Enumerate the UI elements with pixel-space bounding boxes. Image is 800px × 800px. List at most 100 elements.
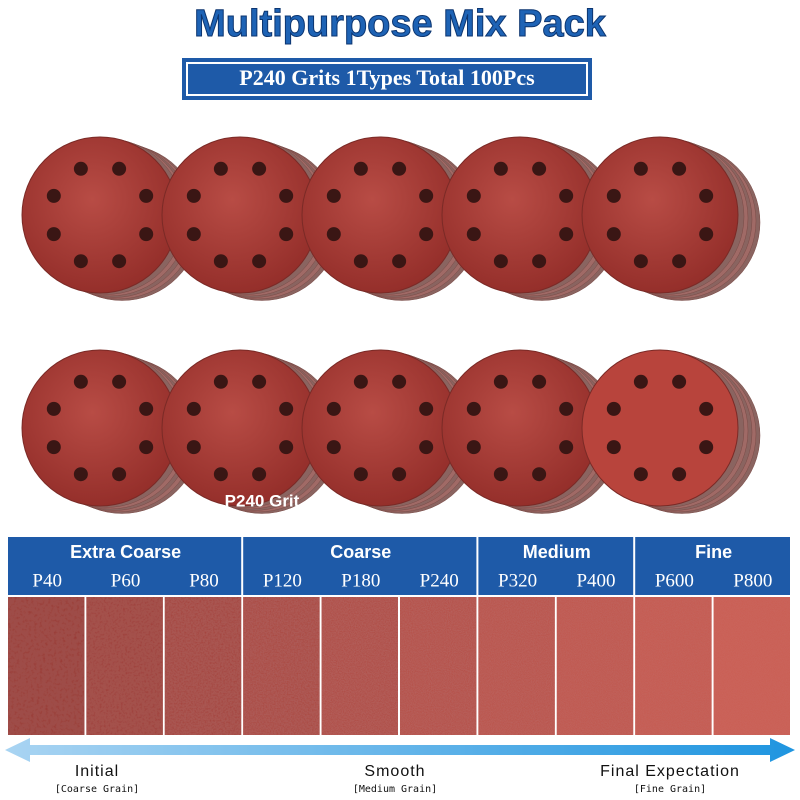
disc-hole	[699, 401, 714, 416]
grit-label: P400	[576, 570, 615, 591]
disc-hole	[633, 254, 648, 269]
disc-hole	[493, 254, 508, 269]
progress-note: [Fine Grain]	[634, 784, 706, 795]
disc-hole	[419, 227, 434, 242]
disc-hole	[213, 467, 228, 482]
disc-hole	[112, 374, 127, 389]
disc	[581, 349, 739, 507]
swatch-texture	[713, 597, 790, 735]
disc-hole	[419, 188, 434, 203]
disc-hole	[699, 188, 714, 203]
disc-hole	[466, 188, 481, 203]
disc-hole	[353, 467, 368, 482]
disc-hole	[252, 254, 267, 269]
group-header	[478, 537, 634, 595]
disc-hole	[419, 401, 434, 416]
disc-hole	[559, 401, 574, 416]
disc-hole	[699, 227, 714, 242]
disc	[161, 136, 319, 294]
subtitle-border	[186, 62, 588, 96]
grit-label: P60	[111, 570, 141, 591]
swatch-texture	[8, 597, 85, 735]
progress-arrow	[5, 738, 795, 762]
disc-hole	[699, 440, 714, 455]
group-header	[635, 537, 790, 595]
grit-label: P320	[498, 570, 537, 591]
disc	[441, 136, 599, 294]
disc-hole	[466, 227, 481, 242]
disc	[301, 349, 459, 507]
disc-hole	[493, 161, 508, 176]
disc-hole	[419, 440, 434, 455]
grit-label: P180	[341, 570, 380, 591]
disc-hole	[672, 374, 687, 389]
disc-hole	[633, 374, 648, 389]
disc-hole	[186, 227, 201, 242]
disc-hole	[46, 440, 61, 455]
group-name: Extra Coarse	[70, 542, 181, 562]
disc-hole	[186, 188, 201, 203]
grit-label: P40	[32, 570, 62, 591]
disc-hole	[279, 188, 294, 203]
disc-hole	[73, 374, 88, 389]
disc-hole	[139, 401, 154, 416]
disc-hole	[186, 401, 201, 416]
progress-note: [Medium Grain]	[353, 784, 437, 795]
disc-hole	[326, 440, 341, 455]
disc-hole	[112, 161, 127, 176]
disc-hole	[392, 254, 407, 269]
subtitle: P240 Grits 1Types Total 100Pcs	[239, 65, 535, 90]
disc-hole	[46, 227, 61, 242]
group-name: Medium	[523, 542, 591, 562]
disc-hole	[606, 188, 621, 203]
subtitle-box	[182, 58, 592, 100]
grit-label: P800	[733, 570, 772, 591]
disc	[21, 349, 179, 507]
disc-hole	[532, 254, 547, 269]
disc	[441, 349, 599, 507]
title: Multipurpose Mix Pack	[194, 3, 607, 45]
disc-hole	[279, 401, 294, 416]
disc-hole	[186, 440, 201, 455]
disc-hole	[73, 254, 88, 269]
disc-hole	[73, 161, 88, 176]
grit-label: P240	[420, 570, 459, 591]
disc-hole	[139, 227, 154, 242]
discs	[21, 136, 761, 514]
disc-hole	[279, 440, 294, 455]
disc-hole	[493, 374, 508, 389]
disc-hole	[606, 440, 621, 455]
group-name: Coarse	[330, 542, 391, 562]
swatch-texture	[400, 597, 477, 735]
disc-hole	[633, 161, 648, 176]
swatch-texture	[556, 597, 634, 735]
disc-hole	[532, 161, 547, 176]
disc-hole	[606, 401, 621, 416]
swatch-texture	[164, 597, 242, 735]
swatch-texture	[478, 597, 555, 735]
disc-hole	[532, 467, 547, 482]
disc-hole	[252, 467, 267, 482]
disc-hole	[326, 401, 341, 416]
disc-hole	[466, 401, 481, 416]
disc-hole	[633, 467, 648, 482]
disc	[161, 349, 319, 507]
disc-hole	[559, 227, 574, 242]
disc	[301, 136, 459, 294]
disc-hole	[213, 254, 228, 269]
disc-hole	[559, 188, 574, 203]
disc-hole	[392, 467, 407, 482]
progress-note: [Coarse Grain]	[55, 784, 139, 795]
disc-hole	[493, 467, 508, 482]
disc-hole	[392, 161, 407, 176]
disc-hole	[672, 161, 687, 176]
progress-labels: Initial [Coarse Grain] Smooth [Medium Grain…	[55, 763, 739, 795]
disc-hole	[326, 227, 341, 242]
disc-hole	[73, 467, 88, 482]
disc-hole	[353, 254, 368, 269]
disc-label: P240 Grit	[225, 491, 300, 510]
disc-hole	[353, 374, 368, 389]
grit-table: Extra Coarse P40 P60 P80 Coarse P120 P180 P240 M…	[8, 537, 790, 735]
disc	[581, 136, 739, 294]
disc-hole	[532, 374, 547, 389]
